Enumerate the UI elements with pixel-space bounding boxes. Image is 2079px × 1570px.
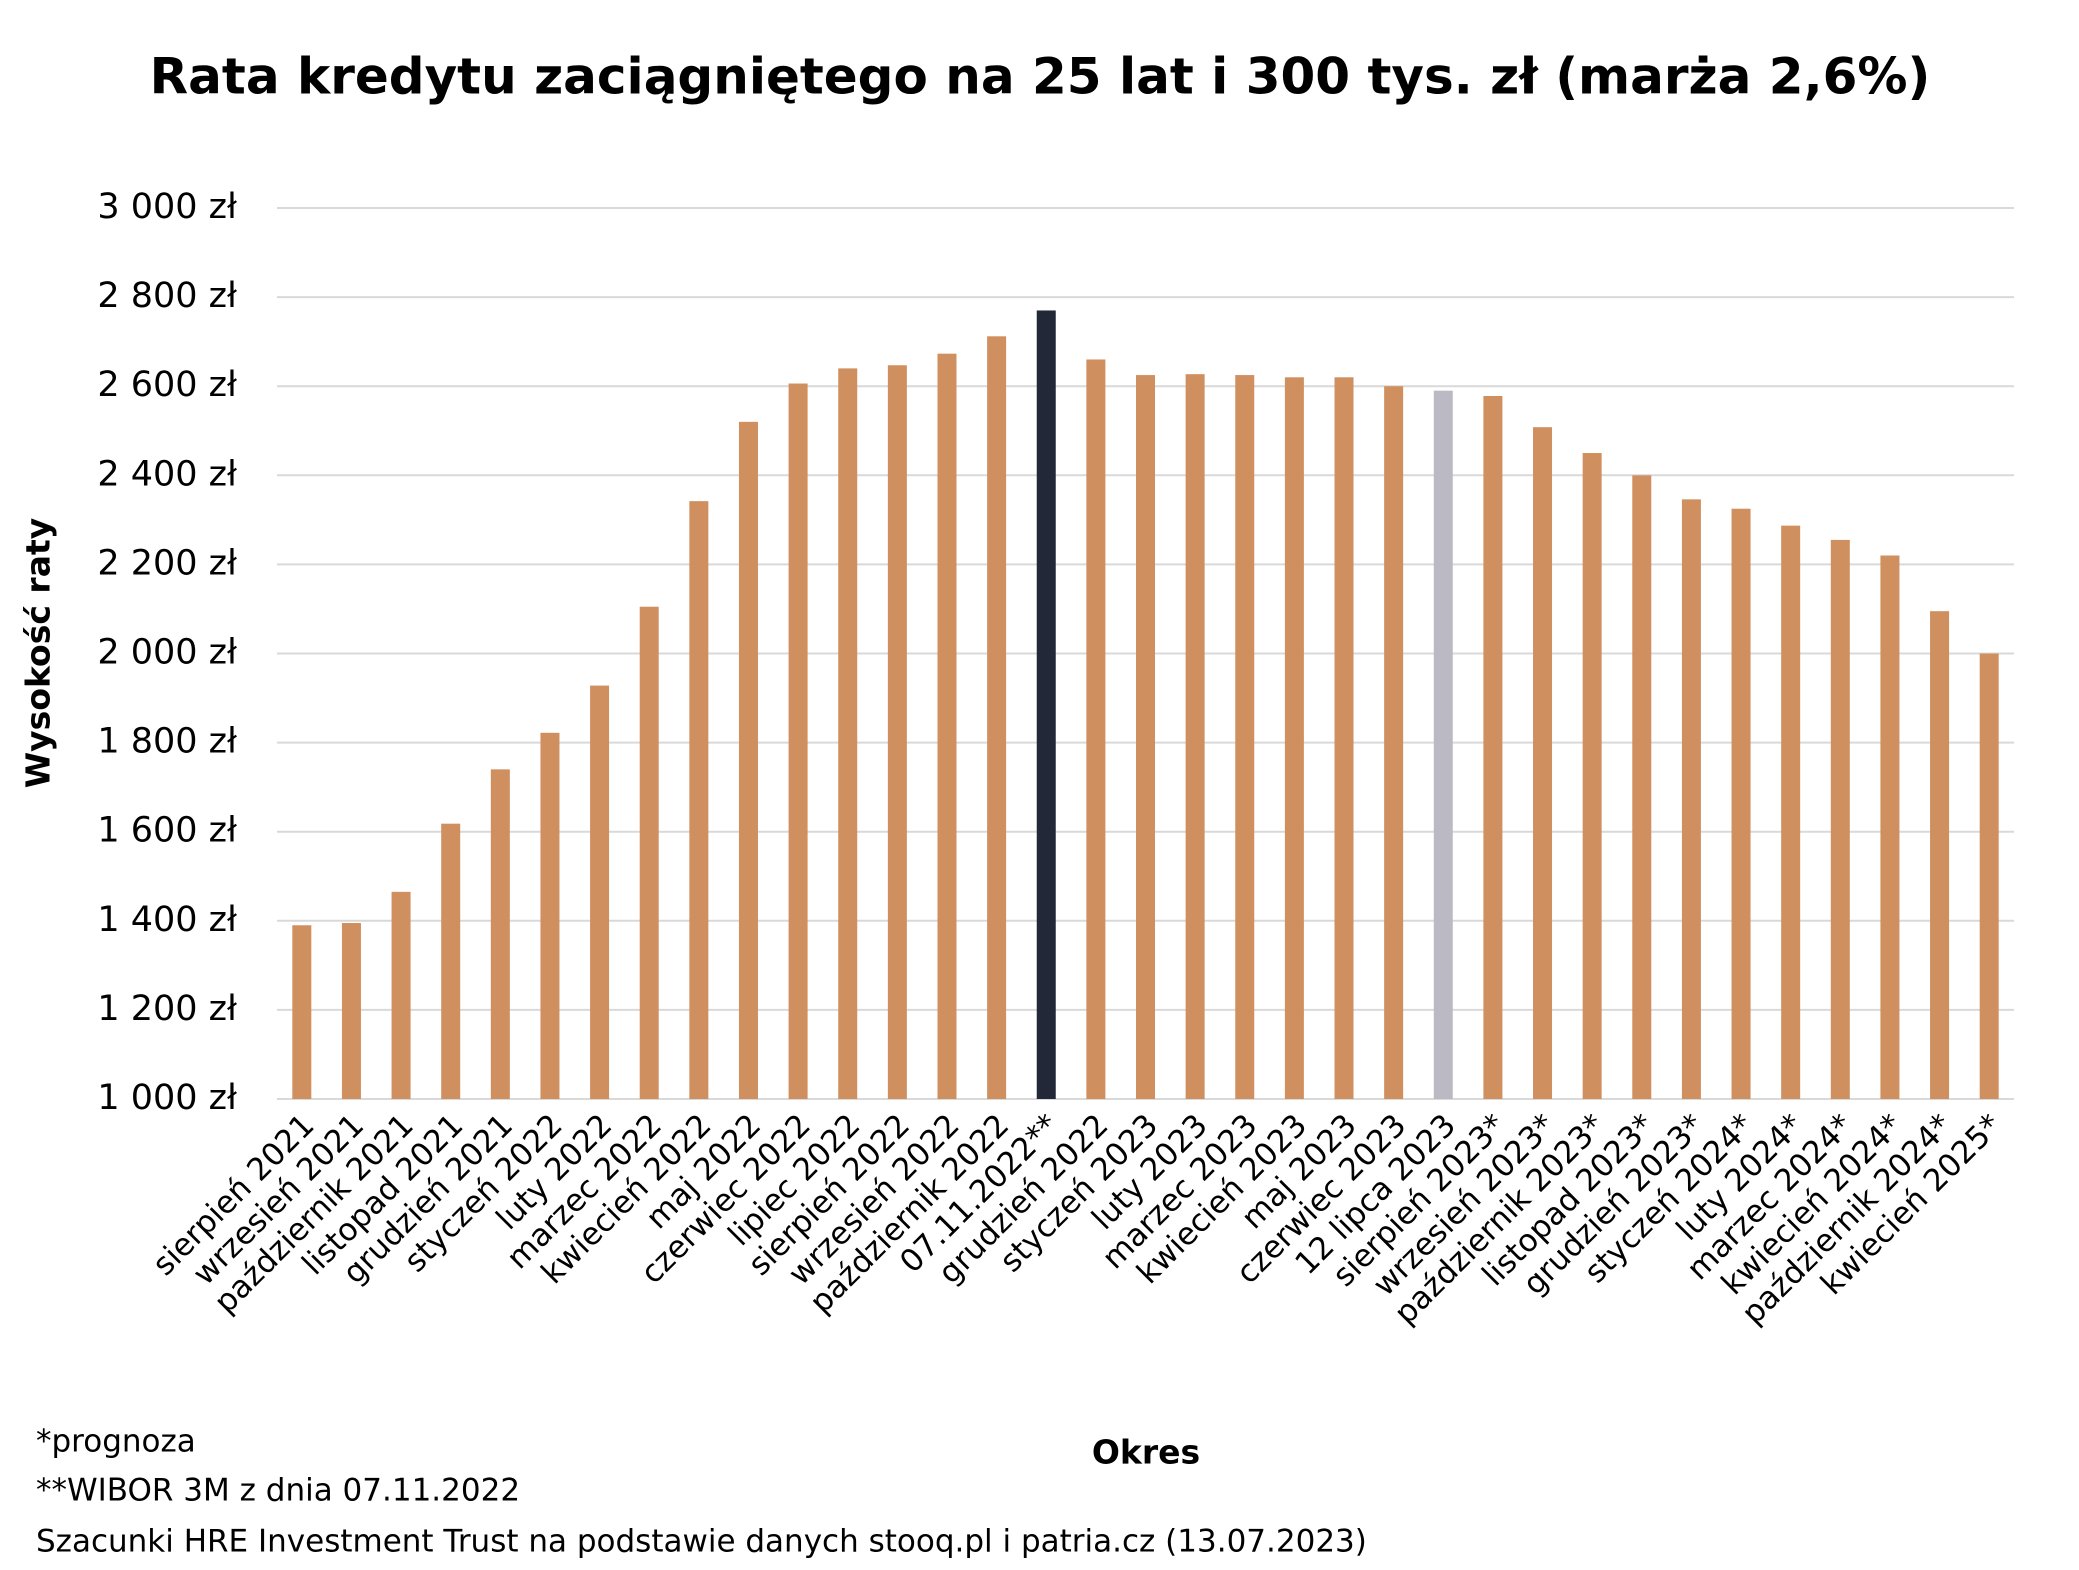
bar: [1284, 377, 1304, 1099]
bar: [689, 501, 709, 1099]
bar: [1830, 539, 1850, 1099]
bar: [639, 606, 659, 1099]
bar: [391, 891, 411, 1099]
chart-title: Rata kredytu zaciągniętego na 25 lat i 3…: [150, 48, 1931, 106]
footnote: *prognoza: [36, 1424, 196, 1460]
bar: [341, 923, 361, 1099]
y-tick-label: 1 800 zł: [97, 722, 237, 762]
bar: [1334, 377, 1354, 1099]
bar: [1483, 396, 1503, 1100]
bar: [937, 353, 957, 1100]
bar: [1930, 611, 1950, 1099]
bar: [788, 383, 808, 1100]
bar: [1979, 653, 1999, 1099]
y-axis-title: Wysokość raty: [19, 518, 58, 788]
y-tick-label: 2 200 zł: [97, 543, 237, 583]
bar: [441, 823, 461, 1099]
bar: [1731, 508, 1751, 1099]
bar: [887, 365, 907, 1100]
bar: [1433, 390, 1453, 1099]
bar: [987, 336, 1007, 1100]
y-tick-label: 2 400 zł: [97, 454, 237, 494]
bar: [1086, 359, 1106, 1100]
y-tick-label: 3 000 zł: [97, 187, 237, 227]
bar: [1681, 499, 1701, 1099]
y-tick-label: 1 200 zł: [97, 989, 237, 1029]
y-tick-label: 1 400 zł: [97, 900, 237, 940]
x-axis-title: Okres: [1092, 1433, 1200, 1472]
bar: [540, 732, 560, 1099]
y-tick-label: 2 600 zł: [97, 365, 237, 405]
bar: [1632, 475, 1652, 1099]
bar: [1781, 525, 1801, 1099]
bar: [1384, 386, 1404, 1099]
y-tick-label: 1 600 zł: [97, 811, 237, 851]
bar: [1880, 555, 1900, 1099]
bar: [1582, 453, 1602, 1099]
bar: [292, 925, 312, 1099]
bar: [1136, 375, 1155, 1099]
bar: [590, 685, 610, 1099]
bar: [838, 368, 858, 1099]
bar: [1185, 374, 1205, 1099]
footnote: Szacunki HRE Investment Trust na podstaw…: [36, 1524, 1367, 1560]
bar: [1036, 310, 1056, 1100]
y-tick-label: 2 800 zł: [97, 276, 237, 316]
y-tick-label: 2 000 zł: [97, 633, 237, 673]
bar: [490, 769, 510, 1099]
bar: [1235, 375, 1255, 1099]
footnote: **WIBOR 3M z dnia 07.11.2022: [36, 1473, 520, 1509]
bar: [738, 421, 758, 1100]
bar: [1533, 427, 1553, 1099]
y-tick-label: 1 000 zł: [97, 1078, 237, 1118]
